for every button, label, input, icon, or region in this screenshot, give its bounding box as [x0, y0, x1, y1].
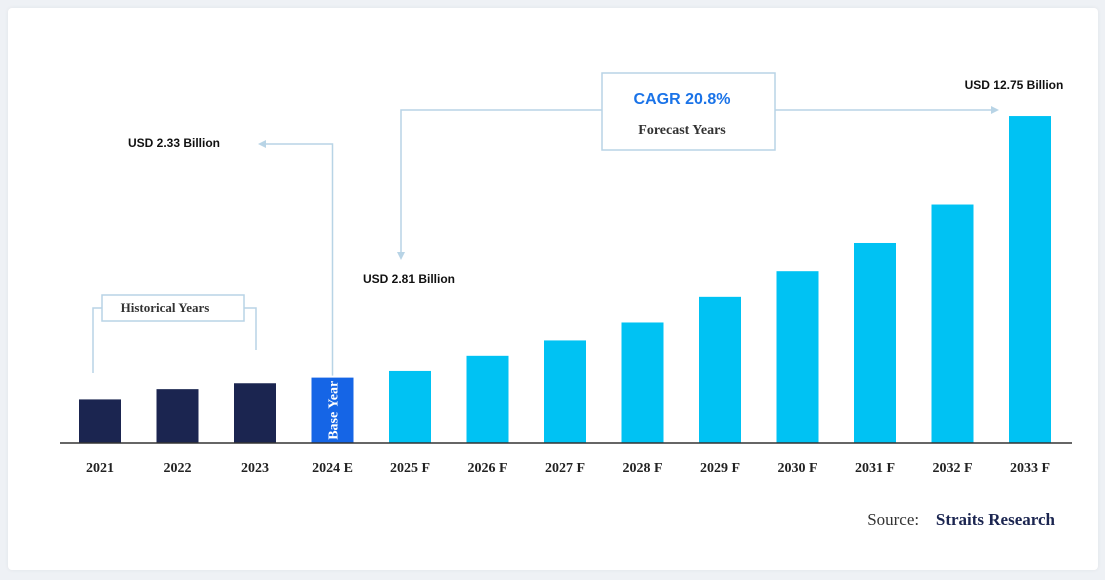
cagr-box [601, 72, 776, 151]
x-tick-2022: 2022 [164, 461, 192, 476]
x-tick-2028-f: 2028 F [622, 461, 662, 476]
x-tick-labels: 2021 2022 2023 2024 E 2025 F 2026 F 2027 F 2028… [86, 461, 1050, 476]
bar-2028-f [621, 322, 664, 443]
cagr-label: CAGR 20.8% [634, 91, 731, 108]
x-tick-2033-f: 2033 F [1010, 461, 1050, 476]
x-tick-2027-f: 2027 F [545, 461, 585, 476]
bars-group [79, 116, 1051, 443]
base-year-label: Base Year [327, 381, 342, 440]
x-tick-2023: 2023 [241, 461, 269, 476]
historical-bracket-right [244, 307, 257, 350]
bar-2026-f [466, 355, 509, 443]
x-tick-2029-f: 2029 F [700, 461, 740, 476]
bar-2032-f [931, 204, 974, 443]
bar-2033-f [1009, 116, 1051, 443]
arrowhead-2025-value [397, 252, 405, 260]
x-tick-2026-f: 2026 F [467, 461, 507, 476]
x-tick-2030-f: 2030 F [777, 461, 817, 476]
bar-2030-f [776, 271, 819, 443]
value-label-2025: USD 2.81 Billion [363, 272, 455, 286]
historical-bracket-left [92, 307, 102, 373]
source-line: Source: Straits Research [867, 510, 1055, 529]
bar-2025-f [389, 370, 431, 443]
bar-2023 [234, 383, 276, 443]
arrowhead-2033-value [991, 106, 999, 114]
x-tick-2031-f: 2031 F [855, 461, 895, 476]
bar-2029-f [699, 296, 741, 443]
connectors-group [92, 106, 999, 376]
value-label-2033: USD 12.75 Billion [965, 78, 1064, 92]
bar-2031-f [854, 242, 896, 443]
connector-2023-value [262, 143, 334, 376]
x-tick-2025-f: 2025 F [390, 461, 430, 476]
bar-2027-f [544, 340, 586, 443]
source-prefix: Source: [867, 510, 919, 529]
bar-2022 [156, 389, 199, 443]
x-tick-2024-e: 2024 E [312, 461, 353, 476]
value-label-2023: USD 2.33 Billion [128, 136, 220, 150]
forecast-years-label: Forecast Years [638, 123, 726, 138]
x-tick-2032-f: 2032 F [932, 461, 972, 476]
source-name: Straits Research [936, 510, 1056, 529]
x-tick-2021: 2021 [86, 461, 114, 476]
historical-years-label: Historical Years [121, 300, 210, 315]
connector-2025-value [400, 109, 602, 254]
bar-2021 [79, 399, 121, 443]
historical-years-box [101, 294, 245, 322]
chart-card [8, 8, 1098, 570]
bar-2024-e [311, 377, 354, 443]
arrowhead-2023-value [258, 140, 266, 148]
